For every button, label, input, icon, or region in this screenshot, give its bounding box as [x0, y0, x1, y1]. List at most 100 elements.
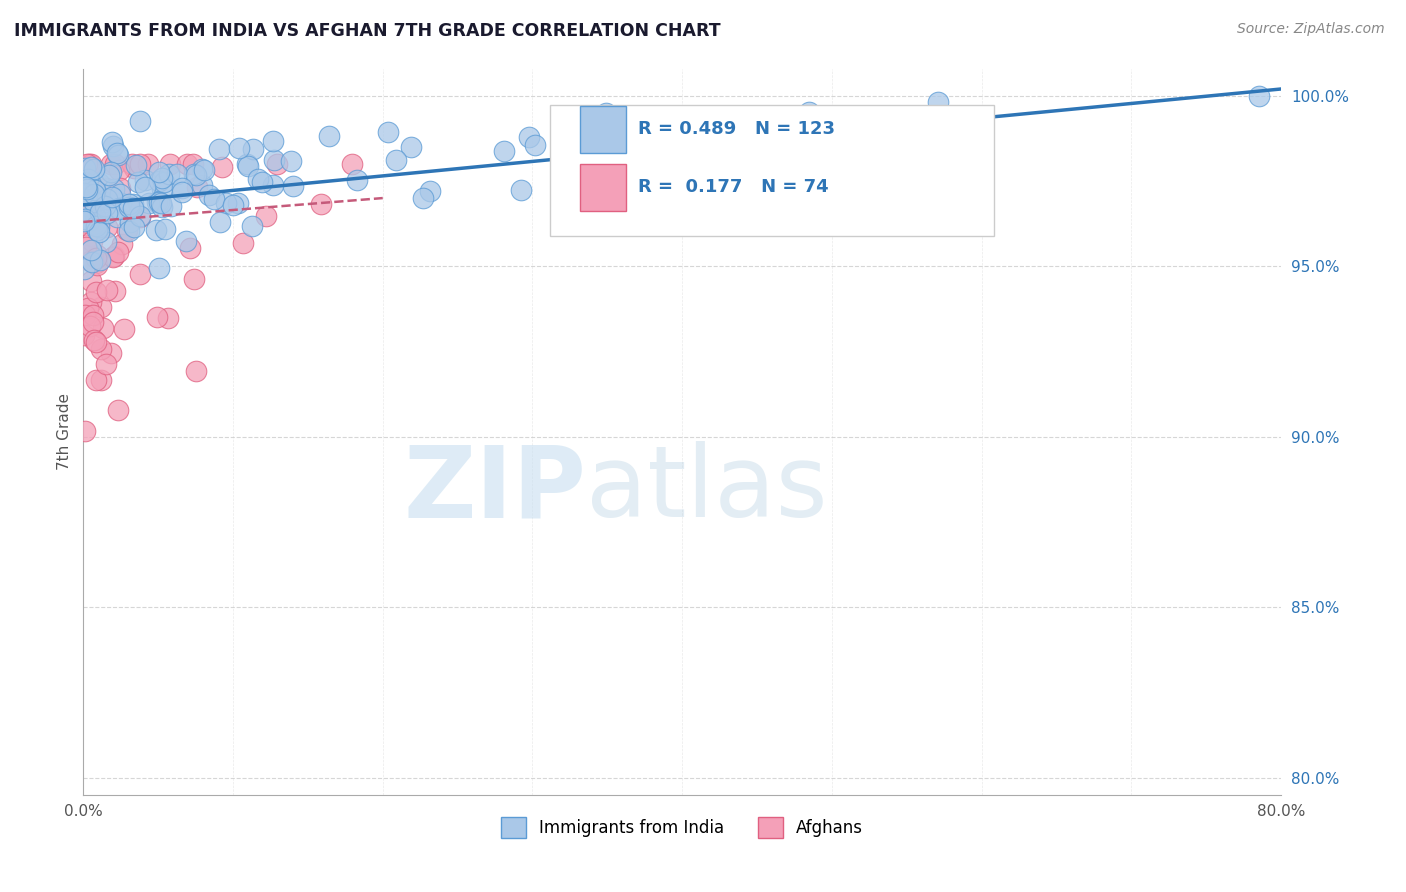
Point	[76, 217, 98, 231]
Point	[148, 164, 170, 178]
Point	[75, 212, 97, 227]
Point	[96, 192, 118, 206]
Point	[94, 357, 117, 371]
Point	[103, 138, 125, 153]
Point	[76, 199, 98, 213]
Point	[122, 201, 145, 215]
Point	[73, 214, 96, 228]
Point	[73, 424, 96, 438]
Point	[93, 199, 115, 213]
Point	[80, 243, 103, 257]
Point	[129, 157, 152, 171]
Legend: Immigrants from India, Afghans: Immigrants from India, Afghans	[495, 811, 870, 845]
Point	[612, 124, 634, 138]
Point	[262, 134, 284, 148]
Point	[86, 223, 108, 237]
Point	[118, 200, 141, 214]
Text: IMMIGRANTS FROM INDIA VS AFGHAN 7TH GRADE CORRELATION CHART: IMMIGRANTS FROM INDIA VS AFGHAN 7TH GRAD…	[14, 22, 721, 40]
Point	[176, 157, 198, 171]
Point	[96, 220, 118, 235]
Point	[80, 193, 103, 207]
Point	[250, 175, 273, 189]
Point	[112, 322, 135, 336]
Point	[148, 261, 170, 276]
Point	[105, 146, 128, 161]
Point	[83, 217, 105, 231]
Point	[80, 160, 103, 174]
Point	[76, 157, 98, 171]
Point	[153, 175, 176, 189]
FancyBboxPatch shape	[550, 105, 994, 235]
Point	[105, 211, 128, 225]
Point	[117, 223, 139, 237]
Point	[83, 334, 105, 348]
Point	[122, 196, 145, 211]
Point	[82, 308, 104, 322]
Point	[179, 241, 201, 255]
Point	[186, 364, 208, 378]
Point	[153, 222, 176, 236]
Point	[236, 159, 259, 173]
Point	[160, 199, 183, 213]
Point	[108, 202, 131, 216]
Point	[84, 255, 107, 269]
Point	[90, 343, 112, 357]
Point	[581, 149, 603, 163]
Point	[150, 182, 173, 196]
Point	[80, 255, 103, 269]
Point	[96, 205, 118, 219]
Point	[108, 181, 131, 195]
Point	[136, 157, 159, 171]
Text: Source: ZipAtlas.com: Source: ZipAtlas.com	[1237, 22, 1385, 37]
Point	[166, 167, 188, 181]
Point	[90, 372, 112, 386]
Point	[118, 215, 141, 229]
Point	[172, 185, 194, 199]
Point	[412, 191, 434, 205]
Point	[93, 195, 115, 210]
Point	[399, 140, 422, 154]
Point	[76, 207, 98, 221]
Point	[122, 161, 145, 176]
Point	[75, 175, 97, 189]
Point	[280, 153, 302, 168]
Point	[419, 184, 441, 198]
Point	[129, 209, 152, 223]
Point	[228, 141, 250, 155]
Point	[104, 285, 127, 299]
Point	[76, 301, 98, 315]
Point	[128, 267, 150, 281]
Point	[101, 135, 124, 149]
Point	[208, 215, 231, 229]
Point	[384, 153, 406, 167]
Point	[75, 180, 97, 194]
Point	[226, 195, 249, 210]
Point	[73, 208, 96, 222]
FancyBboxPatch shape	[581, 105, 626, 153]
Point	[79, 253, 101, 268]
Point	[94, 235, 117, 249]
Point	[128, 211, 150, 225]
Point	[100, 345, 122, 359]
Point	[266, 157, 288, 171]
Point	[101, 250, 124, 264]
Point	[494, 145, 516, 159]
Point	[96, 283, 118, 297]
Point	[80, 274, 103, 288]
Point	[97, 168, 120, 182]
Point	[138, 195, 160, 210]
Point	[148, 174, 170, 188]
Point	[79, 318, 101, 333]
Point	[148, 195, 170, 210]
Point	[108, 201, 131, 215]
Point	[517, 129, 540, 144]
Point	[145, 223, 167, 237]
Text: ZIP: ZIP	[404, 442, 586, 538]
Point	[281, 179, 304, 194]
Point	[75, 240, 97, 254]
Point	[211, 160, 233, 174]
Point	[118, 224, 141, 238]
Point	[183, 271, 205, 285]
Point	[191, 178, 214, 193]
Point	[73, 161, 96, 176]
